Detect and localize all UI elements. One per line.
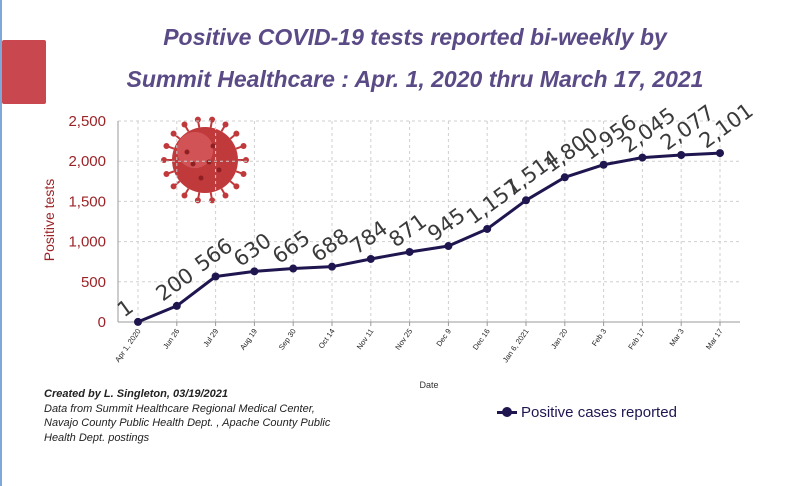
credit-block: Created by L. Singleton, 03/19/2021 Data… — [44, 387, 364, 445]
x-tick-label: Aug 19 — [238, 327, 259, 352]
x-axis-label: Date — [419, 380, 438, 390]
y-tick-labels: 0 500 1,000 1,500 2,000 2,500 — [68, 113, 106, 331]
virus-dot — [210, 143, 216, 149]
x-tick-label: Mar 3 — [667, 327, 685, 348]
x-tick-label: Jan 6, 2021 — [501, 327, 531, 364]
data-label: 871 — [384, 209, 431, 252]
virus-highlight — [176, 131, 214, 169]
legend-swatch — [497, 407, 517, 417]
x-tick-label: Dec 9 — [434, 327, 453, 348]
x-tick-label: Feb 17 — [626, 327, 647, 351]
data-point — [289, 264, 298, 273]
virus-spike-tip — [222, 192, 229, 199]
virus-spike-tip — [209, 197, 216, 204]
credit-author: Created by L. Singleton, 03/19/2021 — [44, 388, 229, 400]
data-point — [211, 272, 220, 281]
y-tick-label: 500 — [81, 274, 106, 291]
x-tick-label: Jun 26 — [161, 327, 181, 351]
virus-spike-tip — [209, 116, 216, 123]
x-tick-label: Jul 29 — [201, 327, 220, 349]
y-tick-label: 2,000 — [68, 153, 106, 170]
virus-dot — [190, 161, 196, 167]
virus-spike-tip — [161, 157, 167, 163]
data-point — [638, 153, 647, 162]
data-label: 1 — [113, 295, 138, 322]
x-tick-label: Oct 14 — [317, 327, 337, 350]
data-point — [560, 173, 569, 182]
left-frame-line — [0, 0, 2, 486]
virus-spike-tip — [170, 183, 177, 190]
virus-dot — [206, 159, 212, 165]
virus-spike-tip — [233, 183, 240, 190]
coronavirus-icon — [161, 116, 249, 204]
legend-label: Positive cases reported — [521, 404, 677, 421]
virus-spike-tip — [222, 121, 229, 128]
data-label: 566 — [190, 234, 237, 277]
virus-spike-tip — [243, 157, 249, 163]
virus-spike-tip — [194, 116, 201, 123]
y-tick-label: 1,000 — [68, 234, 106, 251]
accent-tab — [2, 40, 46, 104]
series-line — [134, 149, 724, 326]
data-point — [677, 151, 686, 160]
data-label: 200 — [152, 263, 199, 306]
x-tick-label: Feb 3 — [590, 327, 608, 348]
virus-spike-tip — [194, 197, 201, 204]
x-tick-label: Mar 17 — [704, 327, 725, 351]
x-tick-label: Dec 16 — [471, 327, 492, 352]
y-tick-label: 0 — [98, 314, 106, 331]
x-tick-labels: Apr 1, 2020 Jun 26 Jul 29 Aug 19 Sep 30 Oct 1… — [113, 327, 725, 364]
data-point — [172, 301, 181, 310]
data-point — [522, 196, 530, 205]
legend: Positive cases reported — [497, 404, 677, 421]
virus-spike-tip — [240, 171, 247, 178]
virus-spike-tip — [181, 192, 188, 199]
data-point — [716, 149, 724, 158]
data-label: 688 — [307, 224, 354, 267]
virus-dot — [216, 167, 222, 173]
y-tick-label: 1,500 — [68, 193, 106, 210]
data-label: 784 — [346, 216, 393, 259]
virus-dot — [198, 175, 204, 181]
data-point — [444, 242, 453, 251]
data-point — [405, 247, 414, 256]
credit-source-line-1: Data from Summit Healthcare Regional Med… — [44, 402, 315, 415]
x-tick-label: Sep 30 — [277, 327, 298, 352]
data-point — [328, 262, 336, 271]
virus-spike-tip — [163, 171, 170, 178]
data-point — [483, 224, 492, 233]
virus-spike-tip — [240, 142, 247, 149]
y-axis-label: Positive tests — [41, 179, 57, 261]
chart-title-line-2: Summit Healthcare : Apr. 1, 2020 thru Ma… — [126, 66, 704, 92]
x-tick-label: Nov 25 — [393, 327, 414, 352]
y-tick-label: 2,500 — [68, 113, 106, 130]
virus-spike-tip — [163, 142, 170, 149]
x-tick-label: Nov 11 — [355, 327, 376, 351]
x-tick-label: Apr 1, 2020 — [113, 327, 143, 364]
virus-spike-tip — [170, 130, 177, 137]
data-point — [366, 254, 375, 263]
virus-spike-tip — [181, 121, 188, 128]
data-point — [599, 160, 608, 169]
series-line-path — [137, 151, 721, 324]
data-point — [250, 267, 259, 276]
data-point — [134, 317, 142, 326]
credit-source-line-3: Health Dept. postings — [44, 431, 150, 444]
chart-title-line-1: Positive COVID-19 tests reported bi-week… — [163, 24, 667, 50]
x-tick-label: Jan 20 — [549, 327, 569, 351]
grid-lines — [118, 120, 740, 322]
virus-dot — [184, 149, 190, 155]
credit-source-line-2: Navajo County Public Health Dept. , Apac… — [44, 417, 331, 429]
virus-spike-tip — [233, 130, 240, 137]
